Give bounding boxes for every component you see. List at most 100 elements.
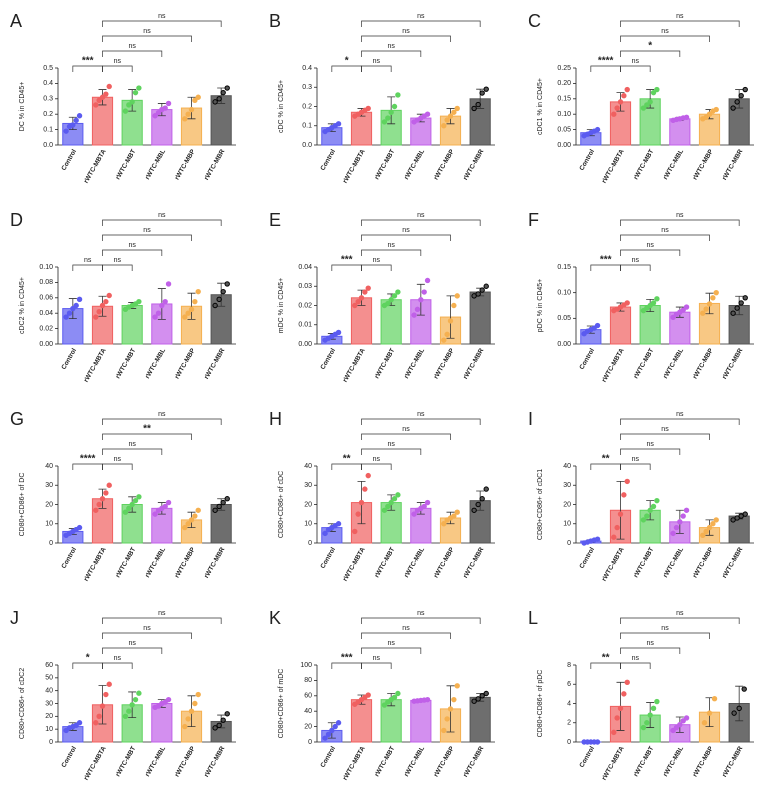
x-tick-label: rWTC-MBP xyxy=(433,546,456,579)
x-tick-label: Control xyxy=(319,148,337,172)
x-tick-label: rWTC-MBTA xyxy=(342,745,367,781)
data-point xyxy=(224,85,230,91)
data-point xyxy=(192,513,198,519)
error-bar xyxy=(446,295,455,339)
significance-bracket xyxy=(620,632,710,639)
data-point xyxy=(424,111,431,117)
data-point xyxy=(188,517,195,523)
panel-letter: E xyxy=(269,210,281,230)
significance-label: ns xyxy=(661,28,669,35)
x-tick-label: Control xyxy=(60,745,78,769)
y-tick-label: 30 xyxy=(45,700,53,707)
significance-bracket xyxy=(72,662,103,669)
y-tick-label: 60 xyxy=(304,693,312,700)
data-point xyxy=(451,696,457,703)
data-point xyxy=(182,314,188,320)
data-point xyxy=(185,310,191,316)
y-tick-label: 0 xyxy=(49,739,53,746)
data-point xyxy=(188,708,195,714)
data-point xyxy=(447,113,454,119)
data-point xyxy=(654,86,660,93)
data-point xyxy=(421,289,427,295)
x-tick-label: rWTC-MBP xyxy=(174,347,197,380)
significance-label: ns xyxy=(402,28,410,35)
significance-label: * xyxy=(345,56,349,67)
x-tick-label: rWTC-MBTA xyxy=(83,546,108,582)
significance-label: ** xyxy=(602,653,610,664)
data-point xyxy=(621,93,627,99)
data-point xyxy=(454,683,460,689)
data-point xyxy=(66,310,73,316)
data-point xyxy=(680,513,686,519)
data-point xyxy=(683,304,690,310)
significance-bracket xyxy=(361,418,481,425)
data-point xyxy=(706,111,713,117)
bar xyxy=(410,699,432,743)
y-tick-label: 10 xyxy=(45,726,53,733)
y-tick-label: 30 xyxy=(45,482,53,489)
data-point xyxy=(182,723,188,730)
data-point xyxy=(411,511,417,517)
data-point xyxy=(182,524,188,531)
data-point xyxy=(395,690,401,697)
x-tick-label: rWTC-MBT xyxy=(633,148,656,181)
data-point xyxy=(224,496,230,502)
significance-bracket xyxy=(620,35,710,42)
y-tick-label: 0.01 xyxy=(298,322,312,329)
data-point xyxy=(355,298,361,305)
x-tick-label: Control xyxy=(60,347,78,371)
significance-label: ns xyxy=(402,625,410,632)
x-tick-label: rWTC-MBR xyxy=(462,148,485,181)
significance-label: ns xyxy=(676,13,684,20)
error-bar xyxy=(476,490,485,511)
data-point xyxy=(391,694,398,701)
x-tick-label: rWTC-MBT xyxy=(115,347,138,380)
data-point xyxy=(670,727,676,734)
panel-letter: J xyxy=(10,608,19,628)
data-point xyxy=(70,122,76,128)
data-point xyxy=(63,128,69,134)
data-point xyxy=(424,696,431,703)
data-point xyxy=(192,298,198,305)
data-point xyxy=(388,297,394,303)
data-point xyxy=(152,314,158,320)
data-point xyxy=(136,85,142,91)
significance-bracket xyxy=(620,617,740,624)
panel-letter: D xyxy=(10,210,23,230)
significance-label: ns xyxy=(114,456,122,463)
y-tick-label: 10 xyxy=(304,521,312,528)
significance-bracket xyxy=(72,65,103,72)
data-point xyxy=(471,105,477,112)
significance-bracket xyxy=(361,20,481,27)
data-point xyxy=(713,517,719,523)
data-point xyxy=(683,507,690,513)
data-point xyxy=(391,103,398,110)
x-tick-label: rWTC-MBL xyxy=(662,347,685,380)
data-point xyxy=(122,108,129,114)
significance-bracket xyxy=(620,65,651,72)
data-point xyxy=(106,83,112,90)
x-tick-label: rWTC-MBR xyxy=(203,148,226,181)
significance-label: ns xyxy=(417,610,425,617)
significance-bracket xyxy=(102,234,192,241)
data-point xyxy=(700,310,706,316)
data-point xyxy=(441,123,447,129)
data-point xyxy=(362,289,368,295)
data-point xyxy=(322,735,328,741)
data-point xyxy=(742,86,748,93)
data-point xyxy=(126,102,132,108)
significance-label: ns xyxy=(661,426,669,433)
x-tick-label: rWTC-MBT xyxy=(633,347,656,380)
y-tick-label: 50 xyxy=(45,675,53,682)
data-point xyxy=(93,314,99,320)
data-point xyxy=(594,739,601,745)
y-tick-label: 0.0 xyxy=(43,142,53,149)
significance-bracket xyxy=(590,463,621,470)
data-point xyxy=(188,306,195,313)
data-point xyxy=(99,703,106,709)
significance-bracket xyxy=(102,418,222,425)
data-point xyxy=(621,691,627,697)
significance-bracket xyxy=(331,463,362,470)
data-point xyxy=(611,111,617,117)
y-tick-label: 0.1 xyxy=(302,123,312,130)
